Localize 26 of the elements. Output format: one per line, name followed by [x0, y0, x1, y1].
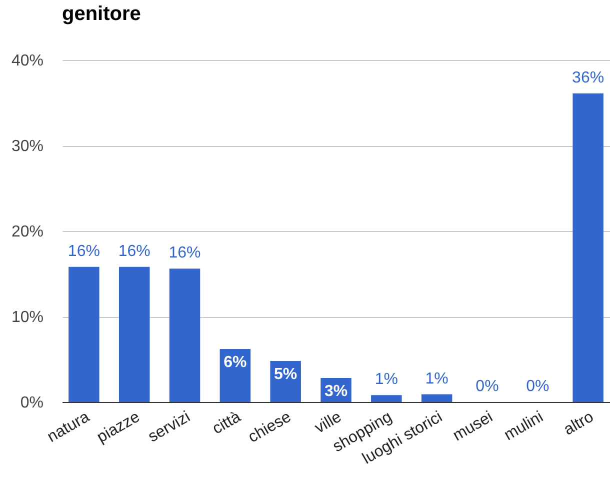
bar [169, 268, 200, 402]
bar [572, 93, 604, 402]
data-label: 1% [425, 370, 448, 388]
bar [220, 348, 251, 402]
data-label: 6% [224, 354, 247, 371]
data-label: 1% [374, 371, 398, 388]
data-label: 0% [526, 378, 550, 395]
data-label: 16% [68, 242, 100, 260]
y-tick-label: 0% [20, 394, 44, 412]
data-label: 16% [118, 242, 150, 260]
bar [118, 266, 150, 402]
data-label: 16% [168, 244, 201, 262]
y-tick-label: 30% [11, 138, 44, 155]
y-tick-label: 40% [11, 52, 44, 70]
data-label: 0% [476, 378, 499, 395]
x-tick-label: altro [561, 408, 597, 439]
bar [68, 266, 100, 402]
chart-title: genitore [62, 3, 141, 25]
data-label: 5% [274, 366, 298, 383]
y-tick-label: 20% [11, 224, 44, 240]
data-label: 3% [324, 383, 348, 400]
y-tick-label: 10% [11, 309, 44, 326]
data-label: 36% [572, 69, 604, 86]
bar [371, 395, 402, 402]
x-tick-label: città [210, 408, 244, 438]
bar [421, 394, 452, 402]
